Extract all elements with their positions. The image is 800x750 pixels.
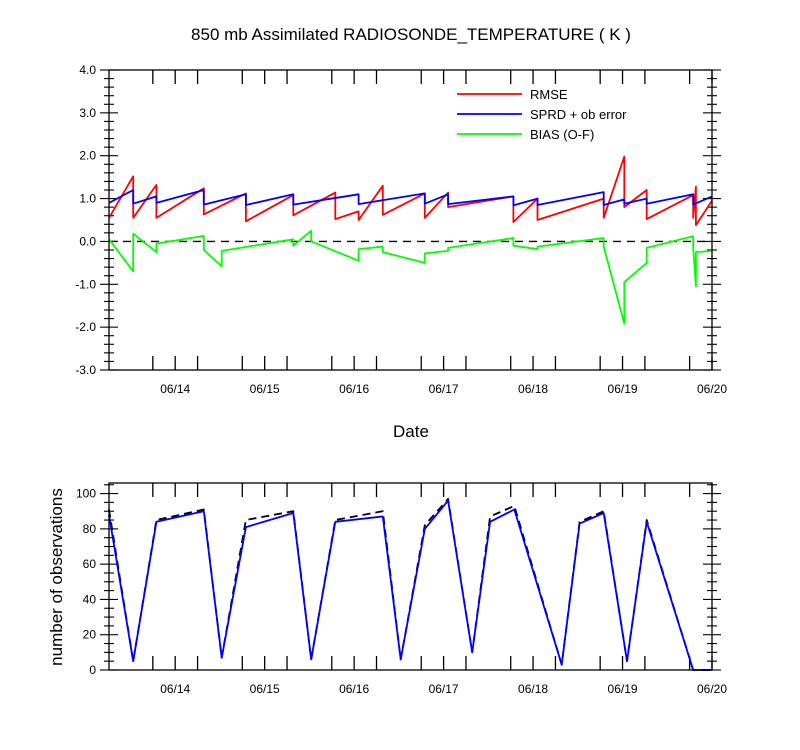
y-tick-label: 40 [83, 592, 97, 606]
x-tick-label: 06/18 [518, 682, 548, 696]
series-line-bias-o-f- [108, 229, 713, 325]
legend-label: SPRD + ob error [530, 107, 627, 122]
top-ticks [100, 69, 721, 371]
x-tick-label: 06/17 [429, 682, 459, 696]
x-tick-label: 06/20 [697, 682, 727, 696]
series-line-0 [108, 497, 712, 671]
y-tick-label: 60 [83, 557, 97, 571]
x-tick-label: 06/16 [339, 682, 369, 696]
bottom-tick-labels: 0 20 40 60 80 100 06/14 06/15 06/16 06/17 06/18 06/… [76, 487, 727, 696]
x-tick-label: 06/15 [250, 682, 280, 696]
x-tick-label: 06/19 [608, 682, 638, 696]
y-tick-label: -3.0 [75, 363, 96, 377]
series-line-sprd-ob-error [108, 189, 713, 207]
x-axis-label: Date [393, 422, 429, 441]
y-tick-label: 1.0 [79, 192, 96, 206]
y-tick-label: 2.0 [79, 149, 96, 163]
y-axis-label: number of observations [47, 488, 66, 666]
bottom-plot-frame [108, 482, 713, 671]
legend-label: RMSE [530, 87, 568, 102]
bottom-chart: 0 20 40 60 80 100 06/14 06/15 06/16 06/17 06/18 06/… [47, 482, 727, 696]
y-tick-label: -2.0 [75, 320, 96, 334]
legend-label: BIAS (O-F) [530, 127, 594, 142]
x-tick-label: 06/17 [429, 382, 459, 396]
series-line-rmse [108, 155, 713, 227]
bottom-series [108, 497, 712, 671]
y-tick-label: 0 [89, 663, 96, 677]
chart-title: 850 mb Assimilated RADIOSONDE_TEMPERATUR… [191, 25, 631, 44]
y-tick-label: 3.0 [79, 106, 96, 120]
x-tick-label: 06/19 [608, 382, 638, 396]
x-tick-label: 06/16 [339, 382, 369, 396]
legend: RMSE SPRD + ob error BIAS (O-F) [457, 87, 627, 142]
x-tick-label: 06/15 [250, 382, 280, 396]
y-tick-label: 20 [83, 628, 97, 642]
series-line-1 [108, 499, 712, 671]
x-tick-label: 06/18 [518, 382, 548, 396]
top-series [108, 155, 713, 325]
x-tick-label: 06/20 [697, 382, 727, 396]
y-tick-label: 4.0 [79, 63, 96, 77]
y-tick-label: 80 [83, 522, 97, 536]
bottom-ticks [100, 483, 721, 671]
x-tick-label: 06/14 [160, 382, 190, 396]
top-tick-labels: -3.0 -2.0 -1.0 0.0 1.0 2.0 3.0 4.0 06/14 06/15 06/… [75, 63, 727, 396]
y-tick-label: 100 [76, 487, 96, 501]
top-chart: -3.0 -2.0 -1.0 0.0 1.0 2.0 3.0 4.0 06/14 06/15 06/… [75, 63, 727, 441]
x-tick-label: 06/14 [160, 682, 190, 696]
y-tick-label: 0.0 [79, 234, 96, 248]
y-tick-label: -1.0 [75, 277, 96, 291]
top-plot-frame [108, 69, 713, 371]
